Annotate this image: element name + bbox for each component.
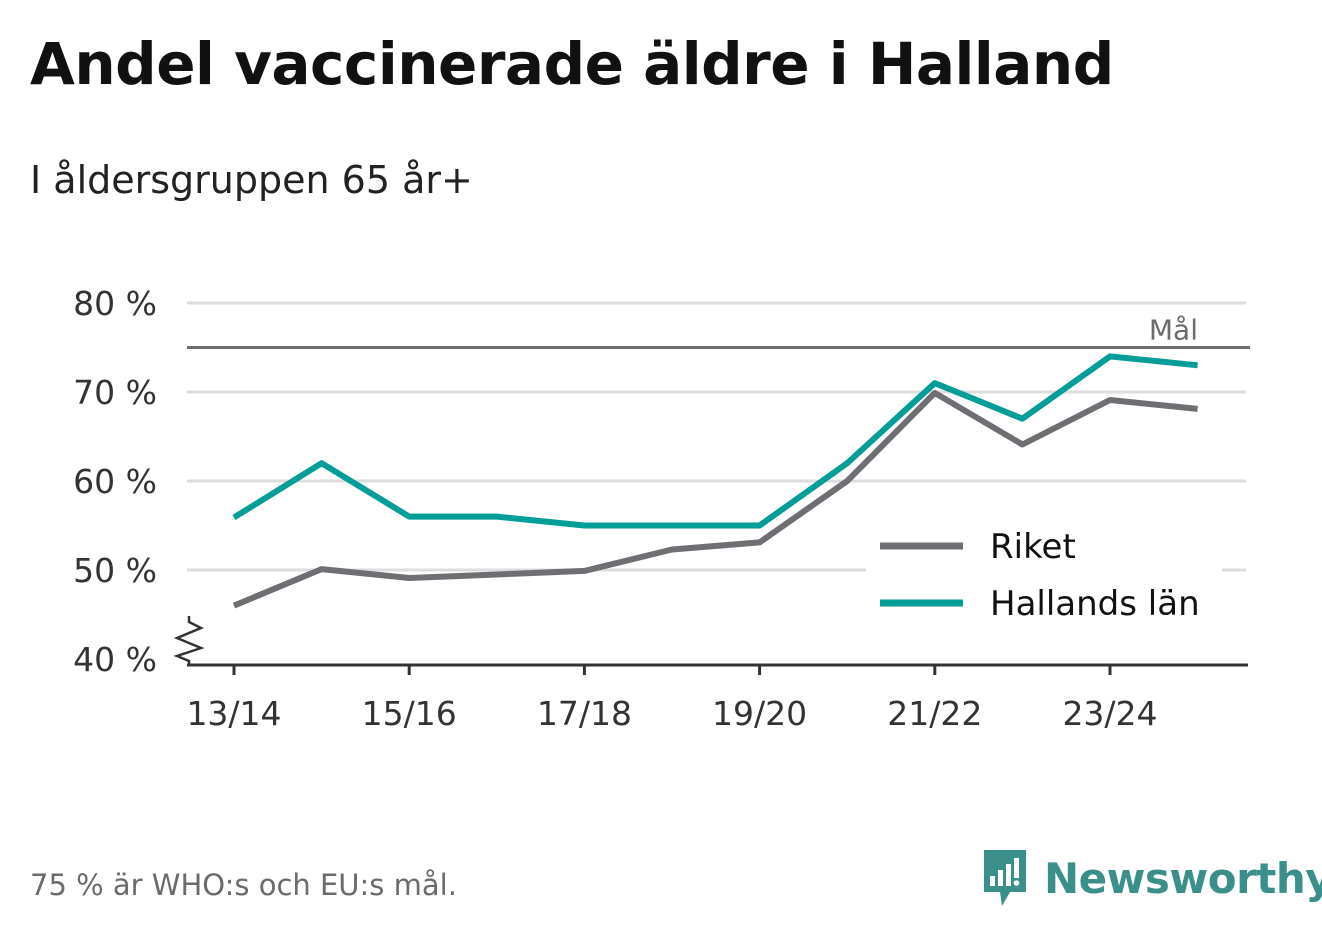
y-tick-label: 70 %: [73, 373, 157, 412]
x-tick-label: 15/16: [362, 694, 457, 733]
y-tick-label: 80 %: [73, 284, 157, 323]
legend-background: [866, 516, 1222, 636]
series-line: [232, 389, 1198, 609]
x-axis: 13/14 15/16 17/18 19/20 21/22 23/24: [173, 616, 1248, 733]
x-tick-label: 23/24: [1062, 694, 1157, 733]
chart-subtitle: I åldersgruppen 65 år+: [30, 158, 473, 202]
x-tick-label: 13/14: [186, 694, 281, 733]
y-tick-label: 50 %: [73, 551, 157, 590]
legend-label: Hallands län: [990, 584, 1200, 624]
legend: Riket Hallands län: [866, 516, 1222, 636]
y-tick-label: 60 %: [73, 462, 157, 501]
brand-name: Newsworthy: [1044, 853, 1322, 903]
series-line: [232, 353, 1198, 529]
goal-line-group: Mål: [187, 314, 1250, 349]
y-tick-label: 40 %: [73, 640, 157, 679]
x-tick-label: 21/22: [887, 694, 982, 733]
newsworthy-logo-icon: [984, 850, 1026, 906]
footnote: 75 % är WHO:s och EU:s mål.: [30, 868, 457, 902]
chart-title: Andel vaccinerade äldre i Halland: [30, 30, 1114, 98]
goal-label: Mål: [1149, 314, 1198, 347]
y-axis-tick-labels: 80 % 70 % 60 % 50 % 40 %: [73, 284, 157, 679]
x-tick-label: 19/20: [712, 694, 807, 733]
series-lines: [232, 353, 1198, 609]
brand-logo: Newsworthy: [980, 848, 1322, 908]
x-tick-label: 17/18: [537, 694, 632, 733]
legend-label: Riket: [990, 527, 1076, 567]
axis-break-marker: [173, 616, 205, 665]
